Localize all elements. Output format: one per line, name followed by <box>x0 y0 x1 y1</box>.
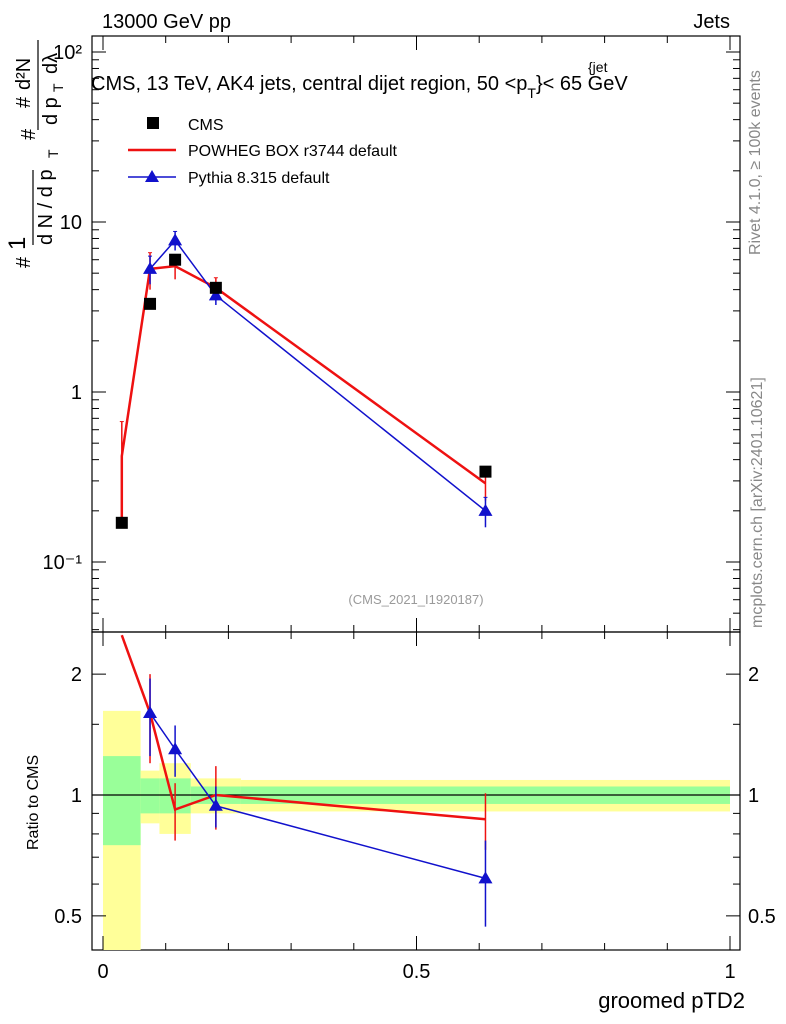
pythia-marker-main <box>208 288 223 301</box>
pythia-marker-main <box>478 503 493 516</box>
legend-powheg-label: POWHEG BOX r3744 default <box>188 143 398 160</box>
y-label-sub-t1: T <box>45 149 61 158</box>
y-label-hash-1: # <box>13 256 35 268</box>
y-main-tick-label: 10 <box>60 212 82 234</box>
legend-cms-label: CMS <box>188 117 224 134</box>
pythia-marker-main <box>143 261 158 274</box>
rivet-label: Rivet 4.1.0, ≥ 100k events <box>747 70 764 255</box>
y-ratio-tick-label-left: 0.5 <box>54 906 82 928</box>
x-axis-label: groomed pTD2 <box>598 988 745 1013</box>
y-ratio-tick-label-right: 1 <box>748 785 759 807</box>
y-axis-label-ratio: Ratio to CMS <box>25 755 42 850</box>
ratio-stat-band <box>103 756 141 846</box>
y-main-tick-label: 1 <box>71 382 82 404</box>
header-right: Jets <box>693 11 730 33</box>
cms-data-point <box>115 516 128 529</box>
cms-data-point <box>209 281 222 294</box>
pythia-marker-ratio <box>168 742 183 755</box>
header-left: 13000 GeV pp <box>102 11 231 33</box>
analysis-watermark: (CMS_2021_I1920187) <box>348 592 483 607</box>
y-label-one: 1 <box>4 237 31 250</box>
y-ratio-tick-label-right: 0.5 <box>748 906 776 928</box>
plot-title-sub: T <box>527 85 536 101</box>
cms-data-point <box>144 297 157 310</box>
y-axis-label-main: # 1 d N / d p T # # d²N d p T dλ <box>4 40 66 268</box>
series-line-main <box>149 239 486 512</box>
legend-pythia-marker <box>145 170 159 182</box>
legend: CMS POWHEG BOX r3744 default Pythia 8.31… <box>128 117 398 187</box>
y-label-hash-3: # <box>13 96 35 108</box>
legend-pythia-label: Pythia 8.315 default <box>188 170 330 187</box>
y-label-dlambda: dλ <box>40 53 62 74</box>
y-main-tick-label: 10⁻¹ <box>43 552 83 574</box>
pythia-marker-ratio <box>143 706 158 719</box>
y-label-dn-dpt: d N / d p <box>35 169 57 245</box>
x-tick-label: 0 <box>97 961 108 983</box>
y-label-d2n: d²N <box>13 58 35 90</box>
plot-title-sup: {jet <box>588 59 608 75</box>
axis-ticks: 0 0.5 1 10⁻¹ 1 10 10² 0.5 0.5 1 1 2 2 <box>43 36 776 983</box>
pythia-marker-ratio <box>478 871 493 884</box>
x-tick-label: 0.5 <box>403 961 431 983</box>
y-main-tick-label: 10² <box>53 42 82 64</box>
y-label-hash-2: # <box>18 128 40 140</box>
x-tick-label: 1 <box>724 961 735 983</box>
uncertainty-bands <box>92 710 740 950</box>
plot-title-main: CMS, 13 TeV, AK4 jets, central dijet reg… <box>91 73 527 95</box>
data-marks <box>115 230 493 927</box>
y-ratio-tick-label-left: 2 <box>71 664 82 686</box>
y-ratio-tick-label-left: 1 <box>71 785 82 807</box>
cms-data-point <box>169 253 182 266</box>
pythia-marker-main <box>168 233 183 246</box>
pythia-marker-ratio <box>208 798 223 811</box>
y-label-dpt: d p <box>40 97 62 125</box>
y-ratio-tick-label-right: 2 <box>748 664 759 686</box>
plot-title-tail: }< 65 GeV <box>536 73 628 95</box>
series-line-ratio <box>149 712 486 880</box>
mcplots-label: mcplots.cern.ch [arXiv:2401.10621] <box>749 377 766 628</box>
y-label-sub-t2: T <box>50 83 66 92</box>
legend-cms-marker <box>147 117 159 129</box>
plot-title: CMS, 13 TeV, AK4 jets, central dijet reg… <box>91 73 628 101</box>
series-line-main <box>120 264 487 523</box>
cms-data-point <box>479 465 492 478</box>
ratio-stat-band <box>140 778 160 814</box>
